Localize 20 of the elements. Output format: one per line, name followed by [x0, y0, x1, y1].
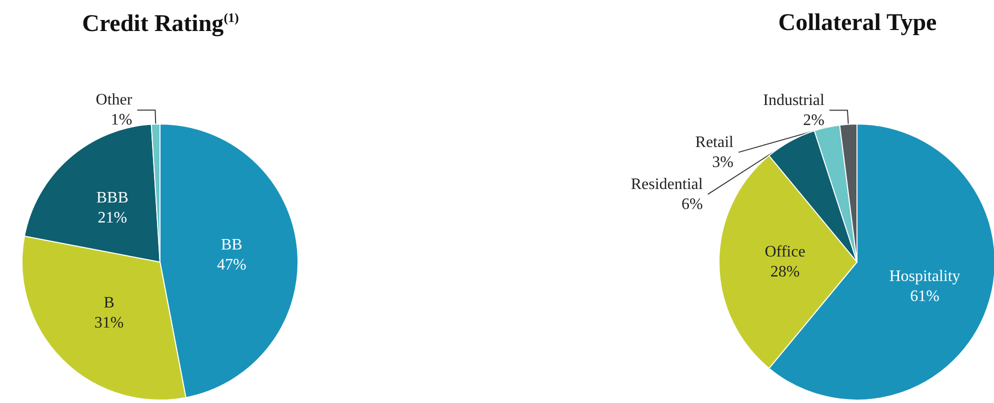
- slice-label: Other: [96, 92, 133, 109]
- data-label: 28%: [770, 264, 800, 280]
- data-label: 21%: [98, 209, 128, 226]
- data-label: 31%: [94, 314, 124, 332]
- slice-label: Retail: [695, 134, 734, 151]
- slice-label: BBB: [96, 189, 128, 206]
- data-label: 3%: [712, 154, 734, 171]
- chart-title: Collateral Type: [777, 10, 938, 37]
- slice-label: Hospitality: [889, 268, 960, 285]
- slice-label: B: [104, 294, 114, 312]
- chart-title: Credit Rating$^{(1)}$: [81, 10, 240, 38]
- data-label: 61%: [910, 288, 940, 305]
- slice-label: BB: [221, 236, 242, 254]
- data-label: 6%: [681, 196, 703, 213]
- slice-label: Office: [764, 244, 806, 260]
- slice-label: Residential: [630, 176, 704, 193]
- data-label: 1%: [110, 112, 132, 129]
- slice-label: Industrial: [763, 92, 826, 109]
- data-label: 2%: [803, 112, 824, 129]
- data-label: 47%: [217, 256, 246, 274]
